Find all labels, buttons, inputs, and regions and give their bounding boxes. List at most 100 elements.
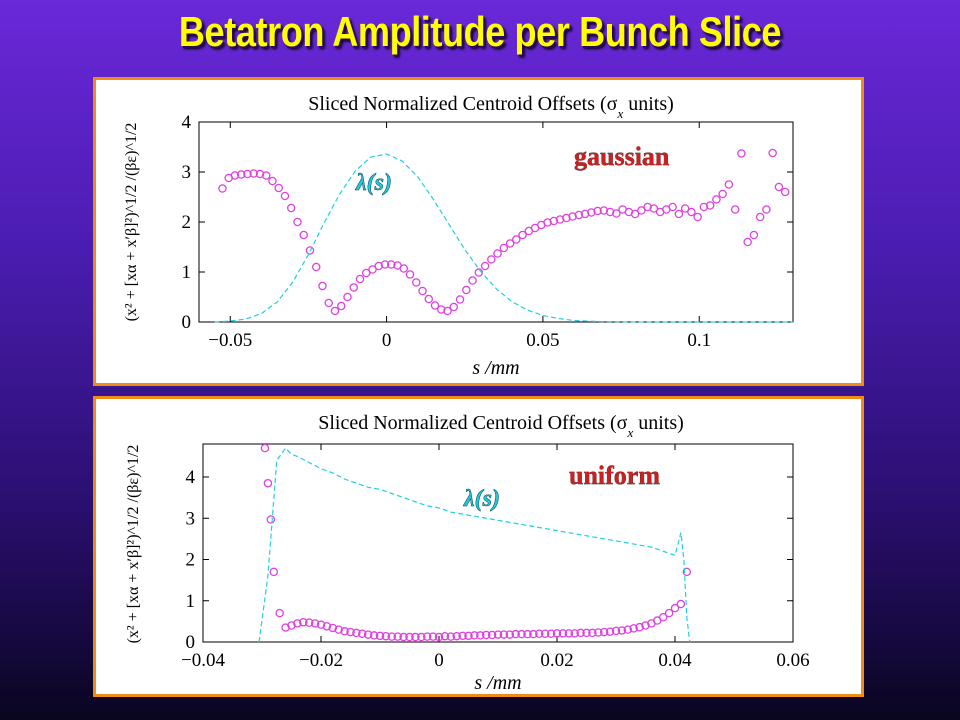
curve-label: λ(s)	[355, 170, 392, 196]
data-point	[623, 625, 633, 634]
data-point	[324, 298, 333, 308]
data-point	[449, 302, 459, 312]
data-point	[310, 619, 320, 628]
data-point	[260, 443, 270, 453]
data-point	[381, 631, 391, 641]
data-point	[480, 261, 490, 271]
data-point	[780, 187, 790, 197]
lambda-curve	[258, 447, 691, 643]
data-point	[641, 621, 650, 630]
data-point	[676, 599, 686, 609]
data-point	[458, 631, 467, 641]
y-tick-label: 2	[182, 212, 192, 233]
curve-label: λ(s)	[463, 486, 500, 512]
data-point	[340, 627, 349, 636]
data-point	[743, 237, 752, 247]
data-point	[768, 148, 777, 158]
data-point	[580, 209, 590, 219]
data-point	[523, 629, 532, 639]
y-tick-label: 0	[186, 632, 196, 653]
data-point	[664, 608, 674, 618]
data-point	[493, 249, 502, 258]
data-point	[718, 189, 727, 199]
data-point	[266, 515, 276, 524]
data-point	[529, 629, 538, 639]
slide-title: Betatron Amplitude per Bunch Slice	[178, 8, 782, 55]
data-point	[505, 630, 515, 639]
data-point	[712, 195, 721, 204]
data-point	[316, 620, 326, 629]
data-point	[328, 623, 338, 633]
y-tick-label: 4	[182, 112, 192, 133]
data-point	[249, 169, 258, 178]
data-point	[369, 631, 379, 640]
x-axis-label: s /mm	[472, 357, 519, 379]
data-point	[440, 631, 450, 641]
y-tick-label: 3	[186, 508, 196, 529]
data-point	[293, 217, 302, 227]
data-point	[304, 618, 314, 627]
distribution-label: gaussian	[574, 142, 670, 171]
data-point	[582, 628, 591, 638]
data-point	[387, 632, 397, 641]
data-point	[611, 626, 621, 636]
data-point	[588, 628, 597, 638]
lambda-curve	[214, 153, 793, 323]
data-point	[287, 621, 296, 630]
data-point	[605, 207, 615, 217]
data-point	[511, 629, 520, 639]
data-point	[535, 629, 544, 638]
data-point	[355, 274, 365, 284]
data-point	[552, 629, 562, 638]
x-tick-label: 0.05	[526, 330, 559, 351]
data-point	[635, 622, 644, 632]
y-tick-label: 2	[186, 550, 196, 571]
data-point	[543, 218, 552, 227]
x-tick-label: 0	[382, 330, 392, 351]
y-tick-label: 1	[186, 591, 196, 612]
data-point	[430, 301, 440, 310]
x-tick-label: 0	[434, 650, 444, 671]
data-point	[493, 630, 503, 639]
data-point	[263, 478, 273, 488]
data-point	[487, 255, 496, 264]
data-point	[255, 169, 265, 179]
data-point	[570, 629, 579, 638]
data-point	[293, 619, 302, 628]
data-point	[680, 204, 690, 213]
data-point	[558, 629, 568, 638]
x-tick-label: 0.1	[687, 330, 711, 351]
y-tick-label: 4	[186, 467, 196, 488]
plot-frame	[198, 121, 794, 323]
data-point	[682, 567, 692, 577]
data-point	[363, 630, 373, 639]
data-point	[428, 632, 438, 641]
distribution-label: uniform	[569, 461, 660, 490]
data-point	[576, 628, 585, 638]
data-point	[549, 216, 559, 226]
data-point	[422, 632, 432, 641]
data-point	[568, 212, 577, 221]
data-point	[362, 268, 371, 278]
x-tick-label: 0.06	[776, 650, 809, 671]
data-point	[352, 628, 361, 638]
data-point	[368, 265, 377, 274]
data-point	[705, 201, 715, 210]
data-point	[499, 630, 509, 639]
data-point	[336, 301, 346, 311]
data-point	[455, 295, 465, 304]
data-point	[330, 306, 340, 316]
data-point	[562, 213, 571, 223]
chart-gaussian: Sliced Normalized Centroid Offsets (σx u…	[123, 93, 794, 379]
data-point	[564, 629, 574, 638]
data-point	[305, 246, 315, 255]
data-point	[405, 632, 414, 642]
data-point	[346, 627, 355, 637]
data-point	[599, 206, 609, 215]
data-point	[322, 622, 332, 631]
data-point	[412, 278, 421, 287]
data-point	[649, 204, 659, 213]
data-point	[299, 230, 308, 240]
data-point	[334, 625, 343, 634]
data-point	[275, 608, 284, 618]
